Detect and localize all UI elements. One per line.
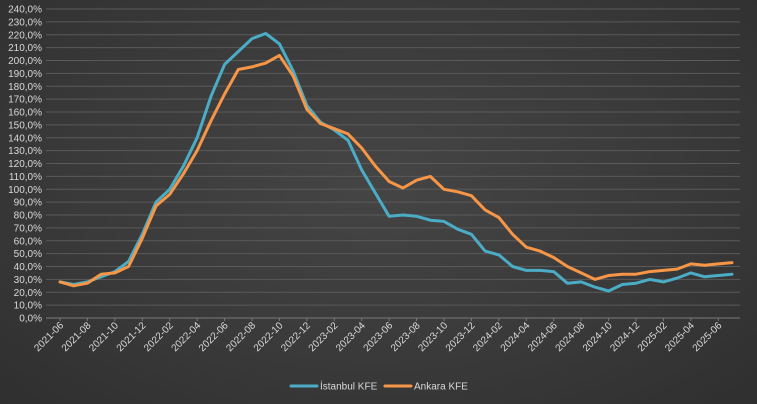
y-axis: 0,0% 10,0% 20,0% 30,0% 40,0% 50,0% 60,0% 70,0%8… xyxy=(8,5,42,325)
series-line-istanbul xyxy=(58,32,734,293)
y-tick-label: 90,0% xyxy=(14,198,42,209)
y-tick-label: 30,0% xyxy=(14,275,42,286)
y-tick-label: 160,0% xyxy=(8,108,42,119)
x-axis: 2021-062021-082021-102021-122022-022022-… xyxy=(32,318,725,354)
y-tick-label: 20,0% xyxy=(14,288,42,299)
y-tick-label: 50,0% xyxy=(14,249,42,260)
y-tick-label: 0,0% xyxy=(19,314,42,325)
y-tick-label: 190,0% xyxy=(8,69,42,80)
series-line-ankara xyxy=(58,53,734,288)
y-tick-label: 230,0% xyxy=(8,17,42,28)
y-tick-label: 140,0% xyxy=(8,133,42,144)
legend-label-ankara: Ankara KFE xyxy=(414,382,468,393)
gridlines xyxy=(46,8,740,319)
x-tick-label: 2025-06 xyxy=(691,320,725,354)
y-tick-label: 200,0% xyxy=(8,56,42,67)
series-lines xyxy=(58,32,734,293)
y-tick-label: 130,0% xyxy=(8,146,42,157)
y-tick-label: 210,0% xyxy=(8,43,42,54)
y-tick-label: 240,0% xyxy=(8,5,42,16)
y-tick-label: 170,0% xyxy=(8,95,42,106)
legend-label-istanbul: İstanbul KFE xyxy=(320,380,378,393)
y-tick-label: 60,0% xyxy=(14,236,42,247)
y-tick-label: 10,0% xyxy=(14,301,42,312)
y-tick-label: 180,0% xyxy=(8,82,42,93)
y-tick-label: 70,0% xyxy=(14,223,42,234)
y-tick-label: 120,0% xyxy=(8,159,42,170)
legend: İstanbul KFE Ankara KFE xyxy=(289,380,468,393)
y-tick-label: 100,0% xyxy=(8,185,42,196)
y-tick-label: 110,0% xyxy=(9,172,42,183)
y-tick-label: 80,0% xyxy=(14,211,42,222)
y-tick-label: 220,0% xyxy=(8,30,42,41)
y-tick-label: 40,0% xyxy=(14,262,42,273)
y-tick-label: 150,0% xyxy=(8,120,42,131)
